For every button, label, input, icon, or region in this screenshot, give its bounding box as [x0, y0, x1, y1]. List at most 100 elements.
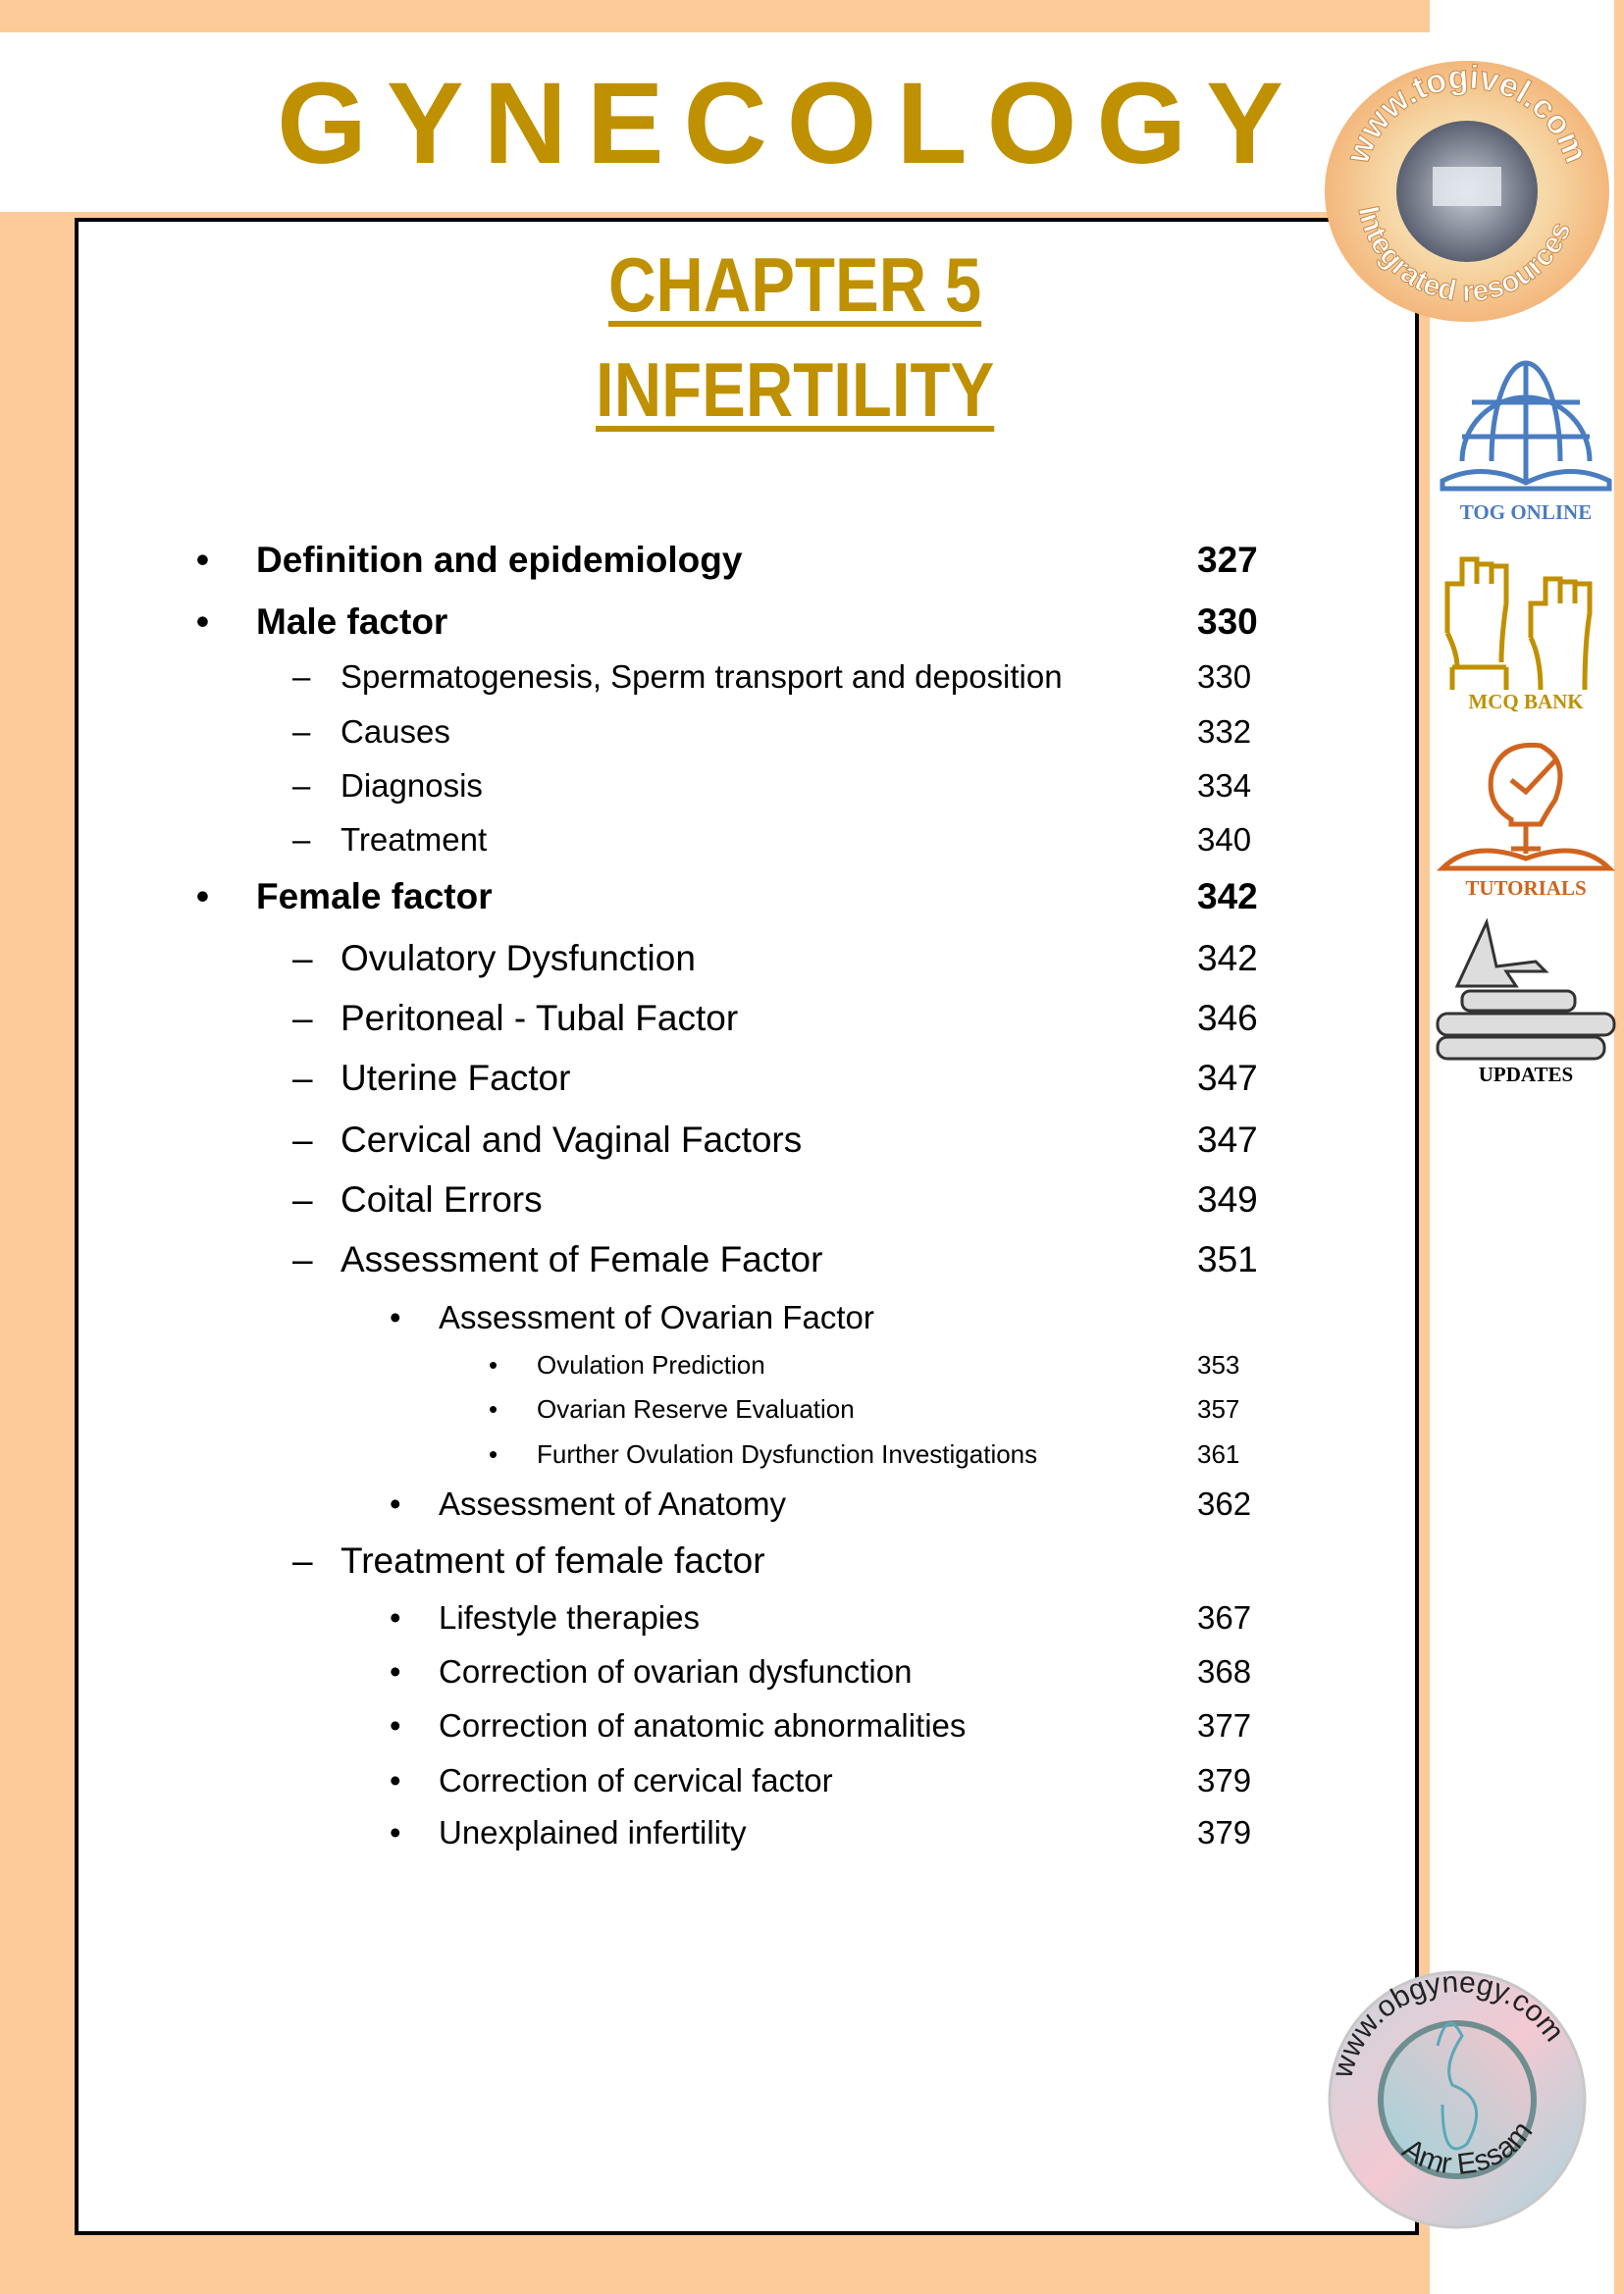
tog-online-label: TOG ONLINE [1459, 500, 1593, 524]
toc-entry[interactable]: • Further Ovulation Dysfunction Investiga… [0, 1425, 1374, 1484]
toc-page-number: 379 [1197, 1814, 1252, 1851]
sidebar-item-tutorials[interactable]: TUTORIALS [1433, 731, 1619, 908]
toc-bullet: • [390, 1653, 401, 1690]
togivel-logo[interactable]: www.togivel.com Integrated resources [1320, 54, 1614, 329]
toc-entry[interactable]: – Treatment of female factor [0, 1532, 1374, 1590]
toc-page-number: 334 [1197, 767, 1252, 804]
toc-page-number: 342 [1197, 938, 1258, 978]
toc-entry[interactable]: • Correction of ovarian dysfunction 368 [0, 1642, 1374, 1701]
toc-page-number: 330 [1197, 658, 1252, 695]
sidebar-item-updates[interactable]: UPDATES [1428, 917, 1624, 1094]
toc-entry[interactable]: • Female factor 342 [0, 867, 1374, 926]
toc-page-number: 368 [1197, 1653, 1252, 1690]
toc-entry[interactable]: • Male factor 330 [0, 593, 1374, 652]
toc-page-number: 332 [1197, 713, 1252, 750]
books-lightning-icon [1436, 917, 1616, 1061]
toc-bullet: – [292, 1239, 313, 1279]
toc-entry[interactable]: • Correction of anatomic abnormalities 377 [0, 1696, 1374, 1755]
toc-page-number: 367 [1197, 1599, 1252, 1636]
toc-entry-title: Lifestyle therapies [439, 1599, 700, 1636]
toc-entry-title: Peritoneal - Tubal Factor [341, 998, 739, 1038]
toc-entry[interactable]: – Causes 332 [0, 703, 1374, 761]
toc-bullet: – [292, 658, 311, 695]
toc-entry-title: Male factor [256, 601, 448, 642]
toc-entry-title: Diagnosis [341, 767, 483, 804]
toc-bullet: • [489, 1350, 498, 1380]
toc-page-number: 347 [1197, 1058, 1258, 1098]
toc-entry-title: Assessment of Ovarian Factor [439, 1299, 874, 1335]
toc-page-number: 327 [1197, 540, 1258, 580]
toc-entry-title: Assessment of Anatomy [439, 1486, 786, 1522]
toc-entry-title: Ovarian Reserve Evaluation [537, 1394, 855, 1424]
toc-entry[interactable]: • Ovulation Prediction 353 [0, 1335, 1374, 1394]
toc-bullet: – [292, 767, 311, 804]
toc-entry[interactable]: • Lifestyle therapies 367 [0, 1589, 1374, 1647]
toc-page-number: 330 [1197, 601, 1258, 642]
toc-bullet: • [390, 1599, 401, 1636]
toc-bullet: • [390, 1762, 401, 1799]
toc-entry-title: Uterine Factor [341, 1058, 571, 1098]
toc-bullet: – [292, 1120, 313, 1160]
toc-entry-title: Cervical and Vaginal Factors [341, 1120, 803, 1160]
toc-entry[interactable]: • Ovarian Reserve Evaluation 357 [0, 1380, 1374, 1438]
toc-entry[interactable]: – Uterine Factor 347 [0, 1049, 1374, 1108]
chapter-number: CHAPTER 5 [607, 241, 982, 328]
sidebar-item-tog-online[interactable]: TOG ONLINE [1433, 353, 1619, 530]
toc-bullet: • [489, 1439, 498, 1469]
updates-label: UPDATES [1478, 1063, 1574, 1086]
toc-entry[interactable]: – Assessment of Female Factor 351 [0, 1230, 1374, 1289]
obgynegy-logo[interactable]: www.obgynegy.com Amr Essam [1320, 1967, 1595, 2232]
toc-page-number: 342 [1197, 876, 1258, 916]
toc-entry[interactable]: • Unexplained infertility 379 [0, 1803, 1374, 1862]
toc-entry-title: Correction of cervical factor [439, 1762, 833, 1799]
toc-entry[interactable]: – Spermatogenesis, Sperm transport and de… [0, 648, 1374, 706]
toc-entry[interactable]: – Treatment 340 [0, 810, 1374, 869]
toc-entry-title: Further Ovulation Dysfunction Investigat… [537, 1439, 1038, 1469]
toc-bullet: • [196, 601, 209, 642]
toc-page-number: 351 [1197, 1239, 1258, 1279]
sidebar-strip [1430, 0, 1614, 2294]
toc-page-number: 357 [1197, 1394, 1240, 1424]
header-band [0, 32, 1430, 212]
toc-page-number: 346 [1197, 998, 1258, 1038]
toc-entry-title: Unexplained infertility [439, 1814, 747, 1851]
toc-entry[interactable]: • Assessment of Ovarian Factor [0, 1288, 1374, 1347]
content-frame [75, 218, 1419, 2235]
toc-entry[interactable]: • Assessment of Anatomy 362 [0, 1475, 1374, 1534]
toc-bullet: • [390, 1486, 401, 1522]
toc-entry-title: Ovulation Prediction [537, 1350, 765, 1380]
book-title: GYNECOLOGY [277, 59, 1303, 188]
toc-bullet: • [196, 540, 209, 580]
toc-entry-title: Spermatogenesis, Sperm transport and dep… [341, 658, 1063, 695]
toc-page-number: 379 [1197, 1762, 1252, 1799]
chapter-title: INFERTILITY [595, 346, 995, 433]
toc-bullet: – [292, 1540, 313, 1581]
toc-bullet: • [196, 876, 209, 916]
sidebar-item-mcq-bank[interactable]: MCQ BANK [1433, 545, 1619, 721]
toc-bullet: – [292, 821, 311, 858]
toc-entry[interactable]: – Ovulatory Dysfunction 342 [0, 929, 1374, 988]
toc-bullet: – [292, 938, 313, 978]
toc-entry[interactable]: • Correction of cervical factor 379 [0, 1751, 1374, 1810]
toc-entry[interactable]: – Cervical and Vaginal Factors 347 [0, 1111, 1374, 1170]
toc-entry-title: Correction of anatomic abnormalities [439, 1707, 967, 1744]
toc-bullet: • [390, 1707, 401, 1744]
toc-entry-title: Correction of ovarian dysfunction [439, 1653, 913, 1690]
tutorials-label: TUTORIALS [1465, 876, 1587, 900]
toc-page-number: 361 [1197, 1439, 1240, 1469]
toc-page-number: 340 [1197, 821, 1252, 858]
toc-entry-title: Assessment of Female Factor [341, 1239, 823, 1279]
toc-entry-title: Treatment of female factor [341, 1540, 765, 1581]
toc-bullet: • [390, 1814, 401, 1851]
globe-book-icon [1440, 360, 1612, 492]
toc-entry-title: Coital Errors [341, 1179, 543, 1220]
toc-entry[interactable]: – Peritoneal - Tubal Factor 346 [0, 989, 1374, 1048]
mcq-bank-label: MCQ BANK [1468, 690, 1584, 713]
toc-page-number: 362 [1197, 1486, 1252, 1522]
toc-entry[interactable]: – Coital Errors 349 [0, 1171, 1374, 1229]
toc-bullet: – [292, 1179, 313, 1220]
toc-entry[interactable]: – Diagnosis 334 [0, 756, 1374, 815]
toc-entry[interactable]: • Definition and epidemiology 327 [0, 531, 1374, 590]
toc-page-number: 353 [1197, 1350, 1240, 1380]
